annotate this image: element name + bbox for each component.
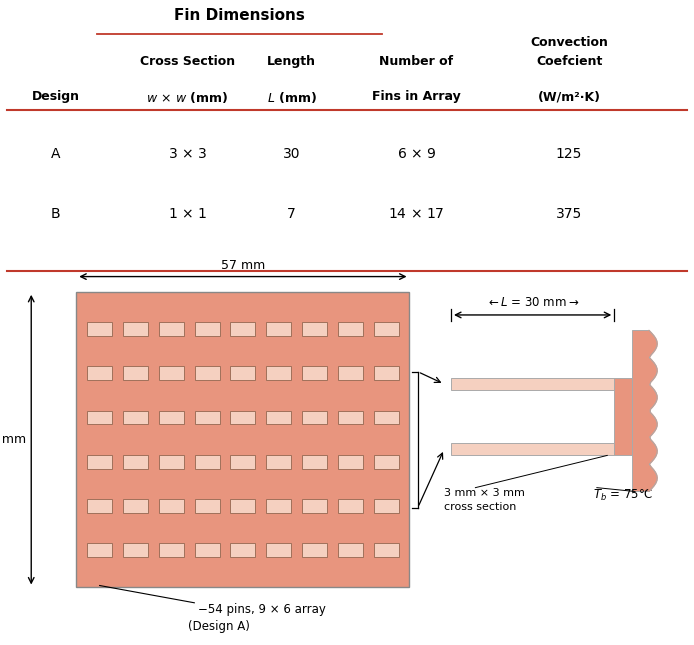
Text: 57 mm: 57 mm	[221, 259, 265, 272]
Text: A: A	[51, 146, 60, 161]
Text: 1 $\times$ 1: 1 $\times$ 1	[168, 207, 207, 221]
Text: Fin Dimensions: Fin Dimensions	[174, 8, 305, 23]
Bar	[266, 366, 291, 381]
Text: 53 mm: 53 mm	[0, 433, 26, 446]
Bar	[302, 366, 327, 381]
Bar	[159, 322, 184, 336]
Bar	[194, 543, 219, 557]
Bar	[230, 411, 255, 424]
Bar	[230, 543, 255, 557]
Text: Number of: Number of	[380, 55, 453, 68]
Bar	[302, 411, 327, 424]
Bar	[302, 499, 327, 513]
Bar	[338, 455, 363, 469]
Bar	[76, 292, 409, 588]
Text: Cross Section: Cross Section	[139, 55, 235, 68]
Bar	[230, 322, 255, 336]
Text: 6 $\times$ 9: 6 $\times$ 9	[397, 146, 436, 161]
Bar	[194, 411, 219, 424]
Bar	[194, 455, 219, 469]
Text: $w$ $\times$ $w$ (mm): $w$ $\times$ $w$ (mm)	[146, 90, 228, 106]
Text: 3 $\times$ 3: 3 $\times$ 3	[168, 146, 207, 161]
Bar	[266, 499, 291, 513]
Bar	[373, 543, 398, 557]
Bar	[338, 411, 363, 424]
Text: (Design A): (Design A)	[187, 620, 250, 633]
Bar	[159, 543, 184, 557]
Text: Convection: Convection	[530, 35, 608, 48]
Text: 30: 30	[282, 146, 301, 161]
Bar	[302, 322, 327, 336]
Bar	[373, 499, 398, 513]
Bar	[373, 322, 398, 336]
Text: 7: 7	[287, 207, 296, 221]
Text: Coefcient: Coefcient	[536, 55, 602, 68]
Bar	[159, 366, 184, 381]
Bar	[87, 366, 112, 381]
Bar	[123, 499, 148, 513]
Bar	[451, 378, 614, 390]
Bar	[230, 366, 255, 381]
Bar	[230, 455, 255, 469]
Bar	[230, 499, 255, 513]
Bar	[614, 378, 632, 455]
Bar	[451, 443, 614, 455]
Bar	[194, 322, 219, 336]
Text: 3 mm × 3 mm: 3 mm × 3 mm	[444, 488, 525, 498]
Text: 14 $\times$ 17: 14 $\times$ 17	[388, 207, 445, 221]
Bar	[373, 366, 398, 381]
Bar	[373, 455, 398, 469]
Text: $\leftarrow$$L$ = 30 mm$\rightarrow$: $\leftarrow$$L$ = 30 mm$\rightarrow$	[486, 296, 579, 309]
Bar	[338, 543, 363, 557]
Bar	[123, 322, 148, 336]
Bar	[87, 411, 112, 424]
Bar	[338, 499, 363, 513]
Text: B: B	[51, 207, 60, 221]
Bar	[302, 455, 327, 469]
Text: cross section: cross section	[444, 502, 516, 512]
Text: $T_b$ = 75°C: $T_b$ = 75°C	[593, 488, 654, 502]
Text: Design: Design	[31, 90, 80, 103]
Bar	[87, 499, 112, 513]
Text: 125: 125	[556, 146, 582, 161]
Bar	[338, 322, 363, 336]
Bar	[194, 366, 219, 381]
Bar	[373, 411, 398, 424]
Text: (W/m²·K): (W/m²·K)	[538, 90, 600, 103]
Polygon shape	[649, 330, 657, 491]
Bar	[338, 366, 363, 381]
Bar	[266, 411, 291, 424]
Bar	[123, 543, 148, 557]
Bar	[266, 455, 291, 469]
Text: Length: Length	[267, 55, 316, 68]
Bar	[302, 543, 327, 557]
Bar	[266, 543, 291, 557]
Text: $L$ (mm): $L$ (mm)	[266, 90, 316, 106]
Bar	[159, 411, 184, 424]
Bar	[87, 543, 112, 557]
Bar	[123, 455, 148, 469]
Bar	[266, 322, 291, 336]
Text: Fins in Array: Fins in Array	[372, 90, 461, 103]
Bar	[87, 322, 112, 336]
Text: −54 pins, 9 × 6 array: −54 pins, 9 × 6 array	[198, 603, 325, 616]
Bar	[159, 455, 184, 469]
Bar	[632, 330, 649, 491]
Bar	[123, 366, 148, 381]
Bar	[194, 499, 219, 513]
Bar	[123, 411, 148, 424]
Bar	[87, 455, 112, 469]
Bar	[159, 499, 184, 513]
Text: 375: 375	[556, 207, 582, 221]
